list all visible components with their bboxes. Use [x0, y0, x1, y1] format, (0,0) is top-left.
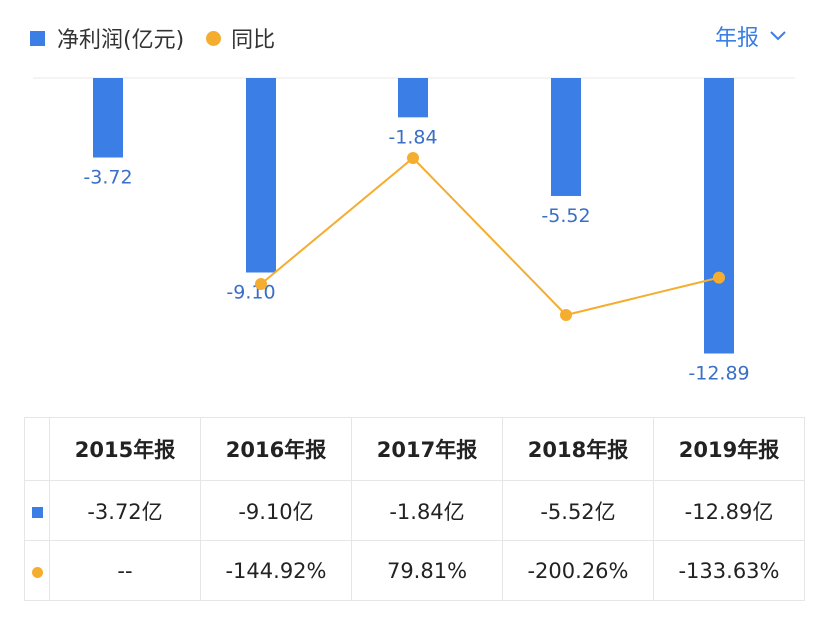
bar-data-label: -9.10: [226, 281, 275, 303]
table-header-row: 2015年报 2016年报 2017年报 2018年报 2019年报: [24, 417, 805, 481]
bar-data-label: -1.84: [388, 126, 437, 148]
table-row-net-profit: -3.72亿 -9.10亿 -1.84亿 -5.52亿 -12.89亿: [24, 480, 805, 541]
table-cell: -200.26%: [502, 540, 654, 601]
table-header-cell: 2017年报: [351, 417, 503, 481]
legend-label-net-profit: 净利润(亿元): [57, 28, 185, 53]
period-selector[interactable]: 年报: [715, 20, 787, 52]
table-cell: --: [49, 540, 201, 601]
line-legend-marker: [206, 30, 222, 46]
table-row-yoy: -- -144.92% 79.81% -200.26% -133.63%: [24, 540, 805, 601]
table-corner: [24, 417, 50, 481]
line-marker-icon: [31, 566, 43, 578]
legend-label-yoy: 同比: [231, 28, 276, 53]
yoy-point-2018年报: [560, 309, 572, 321]
yoy-series-line: [260, 156, 720, 317]
table-header-cell: 2018年报: [502, 417, 654, 481]
line-row-marker: [24, 540, 50, 601]
period-selector-label: 年报: [714, 26, 759, 51]
table-cell: -3.72亿: [49, 480, 201, 541]
table-cell: -133.63%: [653, 540, 805, 601]
bar-2016年报: [246, 78, 276, 273]
table-cell: -5.52亿: [502, 480, 654, 541]
table-header-cell: 2016年报: [200, 417, 352, 481]
bar-data-label: -12.89: [688, 363, 749, 385]
table-cell: -9.10亿: [200, 480, 352, 541]
bar-legend-marker: [30, 30, 45, 46]
table-cell: -1.84亿: [351, 480, 503, 541]
bar-2015年报: [93, 78, 123, 158]
table-header-cell: 2019年报: [653, 417, 805, 481]
chevron-down-icon: [770, 31, 786, 41]
bar-data-label: -5.52: [541, 205, 590, 227]
table-cell: -144.92%: [200, 540, 352, 601]
table-cell: 79.81%: [351, 540, 503, 601]
chart-legend: 净利润(亿元) 同比: [30, 22, 275, 54]
yoy-point-2019年报: [713, 271, 725, 284]
table-header-cell: 2015年报: [49, 417, 201, 481]
bar-row-marker: [24, 480, 50, 541]
bar-2019年报: [704, 78, 734, 354]
bar-2017年报: [398, 78, 428, 118]
bar-marker-icon: [31, 506, 43, 518]
bar-data-label: -3.72: [83, 167, 132, 189]
net-profit-chart: -3.72 -9.10 -1.84 -5.52 -12.89: [33, 77, 795, 385]
yoy-point-2017年报: [407, 152, 419, 164]
data-table: 2015年报 2016年报 2017年报 2018年报 2019年报 -3.72…: [24, 417, 805, 601]
bar-2018年报: [551, 78, 581, 196]
yoy-point-2016年报: [255, 277, 267, 290]
table-cell: -12.89亿: [653, 480, 805, 541]
